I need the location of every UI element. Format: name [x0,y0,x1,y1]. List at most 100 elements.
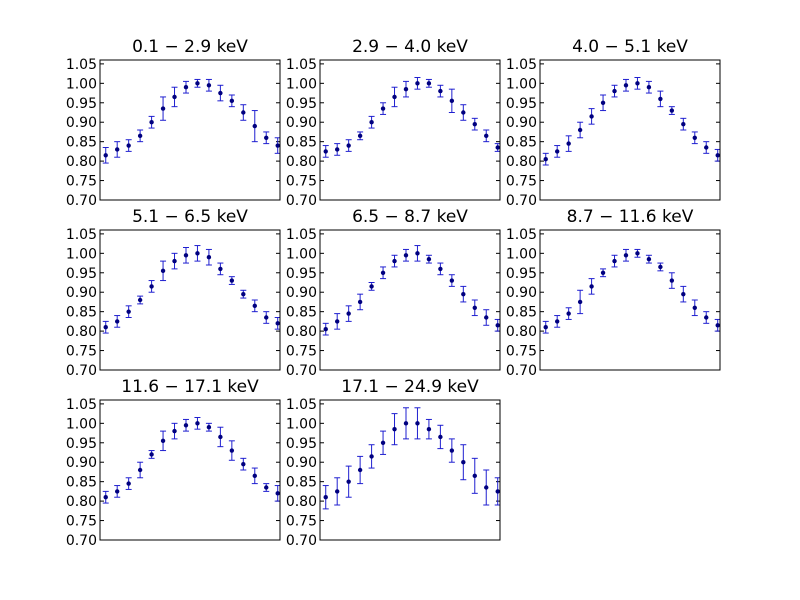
data-point [704,315,709,320]
data-point [346,143,351,148]
data-point [646,85,652,90]
data-point [218,266,223,272]
data-point [438,266,443,272]
y-tick-label: 0.85 [506,305,537,321]
axes-frame [319,59,501,201]
chart-panel: 17.1 − 24.9 keV 0.70 0.75 0.80 0.85 0.90 0.95 1… [286,377,501,549]
y-tick-label: 0.90 [66,115,97,131]
data-point [472,121,477,127]
data-point [114,319,120,324]
y-tick-label: 0.70 [506,363,537,379]
data-point [600,100,606,105]
y-tick-label: 0.80 [286,494,317,510]
data-point [206,255,212,260]
data-point [669,278,675,283]
data-point [137,467,143,473]
y-tick-label: 0.90 [66,285,97,301]
y-tick-label: 0.70 [286,193,317,209]
y-tick-label: 0.85 [506,135,537,151]
data-point [252,303,257,309]
data-point [392,94,397,100]
data-point [704,145,709,150]
y-tick-label: 0.80 [506,154,537,170]
data-point [635,81,640,86]
y-tick-label: 0.85 [66,135,97,151]
y-tick-label: 1.00 [66,416,97,432]
data-point [461,110,466,115]
data-point [646,256,652,262]
data-point [264,315,269,320]
axes-frame [99,399,281,541]
data-point [334,489,340,494]
data-point [103,153,108,158]
y-tick-label: 1.05 [66,57,97,73]
y-tick-label: 1.05 [286,227,317,243]
data-point [692,135,697,140]
data-point [589,284,594,289]
series [322,407,500,510]
y-tick-label: 1.00 [66,246,97,262]
chart-panel: 0.1 − 2.9 keV 0.70 0.75 0.80 0.85 0.90 0.95 1.0… [66,37,281,209]
y-tick-label: 0.75 [66,344,97,360]
axes-frame [99,59,281,201]
data-point [495,145,500,150]
data-point [346,311,351,316]
data-point [715,153,720,158]
data-point [403,86,409,92]
data-point [241,461,246,467]
data-point [449,278,455,283]
y-tick-label: 0.70 [286,533,317,549]
data-point [103,495,108,500]
data-point [369,120,374,125]
data-point [566,311,571,316]
y-tick-label: 1.05 [286,57,317,73]
data-point [461,460,466,465]
y-tick-label: 1.00 [66,76,97,92]
y-tick-label: 0.90 [286,115,317,131]
y-tick-label: 0.75 [506,174,537,190]
data-point [275,321,280,326]
data-point [195,81,200,86]
panel-title: 11.6 − 17.1 keV [121,377,259,397]
panel-title: 5.1 − 6.5 keV [132,207,248,227]
data-point [635,251,640,256]
data-point [229,278,235,283]
data-point [415,81,420,86]
y-tick-label: 0.90 [506,285,537,301]
data-point [484,485,489,490]
panel-title: 8.7 − 11.6 keV [567,207,694,227]
y-tick-label: 0.85 [286,305,317,321]
panel-title: 0.1 − 2.9 keV [132,37,248,57]
y-tick-label: 0.85 [286,135,317,151]
series [322,77,500,158]
data-point [426,426,432,432]
data-point [206,83,212,88]
y-tick-label: 1.00 [286,246,317,262]
y-tick-label: 0.70 [66,363,97,379]
data-point [346,479,351,484]
data-point [612,258,617,264]
data-point [264,135,269,140]
data-point [172,258,177,264]
axes-frame [99,229,281,371]
data-point [323,149,328,154]
data-point [229,98,235,104]
data-point [183,253,189,258]
data-point [160,438,166,444]
y-tick-label: 0.95 [66,96,97,112]
data-point [554,149,560,154]
data-point [172,428,177,434]
y-tick-label: 1.05 [506,57,537,73]
data-point [357,299,363,305]
series [542,77,720,166]
data-point [275,143,280,148]
data-point [715,323,720,328]
data-point [438,88,443,94]
y-tick-label: 1.00 [286,416,317,432]
data-point [126,481,131,486]
y-tick-label: 0.80 [66,324,97,340]
data-point [149,452,154,457]
y-tick-label: 0.75 [286,344,317,360]
y-tick-label: 1.05 [66,397,97,413]
